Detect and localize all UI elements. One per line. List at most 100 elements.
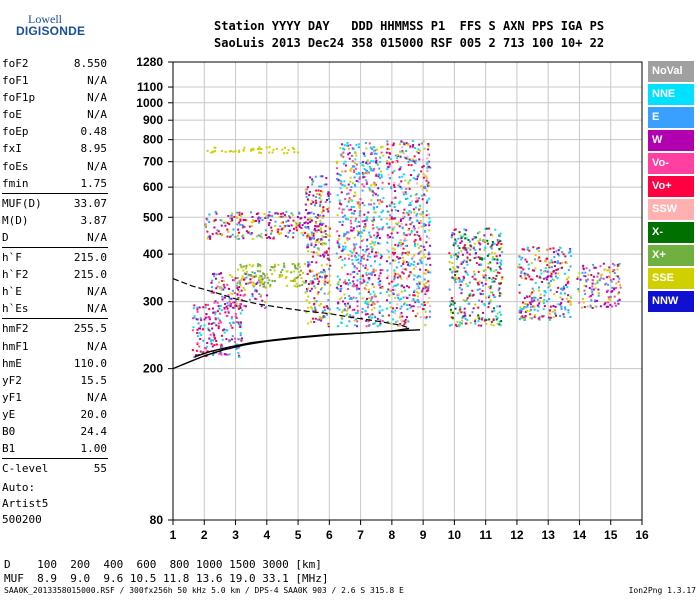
echo-point <box>307 287 310 290</box>
echo-point <box>582 264 585 267</box>
echo-point <box>357 172 360 175</box>
echo-point <box>415 287 418 290</box>
param-separator <box>2 192 108 194</box>
echo-point <box>226 329 229 332</box>
echo-point <box>400 180 403 183</box>
echo-point <box>281 274 284 277</box>
echo-point <box>407 232 410 235</box>
echo-point <box>313 278 316 281</box>
y-tick-label: 900 <box>143 113 163 127</box>
echo-point <box>327 292 330 295</box>
param-row: foF1 N/A <box>2 72 108 89</box>
echo-point <box>478 299 481 302</box>
echo-point <box>284 277 287 280</box>
echo-point <box>336 240 339 243</box>
echo-point <box>317 189 320 192</box>
echo-point <box>416 276 419 279</box>
echo-point <box>312 309 315 312</box>
echo-point <box>521 315 524 318</box>
echo-point <box>238 355 241 358</box>
echo-point <box>253 284 256 287</box>
echo-point <box>346 231 349 234</box>
echo-point <box>533 269 536 272</box>
echo-point <box>368 278 371 281</box>
echo-point <box>548 298 551 301</box>
echo-point <box>348 320 351 323</box>
echo-point <box>559 262 562 265</box>
echo-point <box>196 342 199 345</box>
echo-point <box>425 214 428 217</box>
echo-point <box>318 304 321 307</box>
echo-point <box>322 268 325 271</box>
echo-point <box>467 247 470 250</box>
echo-point <box>346 237 349 240</box>
echo-point <box>350 154 353 157</box>
echo-point <box>219 305 222 308</box>
echo-point <box>386 162 389 165</box>
echo-point <box>219 319 222 322</box>
echo-point <box>352 147 355 150</box>
echo-point <box>412 294 415 297</box>
echo-point <box>567 251 570 254</box>
echo-point <box>409 145 412 148</box>
echo-point <box>523 297 526 300</box>
echo-point <box>350 205 353 208</box>
echo-point <box>451 299 454 302</box>
echo-point <box>317 225 320 228</box>
echo-point <box>619 286 622 289</box>
echo-point <box>250 225 253 228</box>
echo-point <box>583 306 586 309</box>
echo-point <box>382 226 385 229</box>
echo-point <box>375 255 378 258</box>
echo-point <box>365 217 368 220</box>
echo-point <box>364 313 367 316</box>
echo-point <box>615 274 618 277</box>
echo-point <box>422 215 425 218</box>
echo-point <box>405 223 408 226</box>
echo-point <box>211 353 214 356</box>
echo-point <box>498 248 501 251</box>
echo-point <box>412 273 415 276</box>
echo-point <box>254 275 257 278</box>
echo-point <box>373 181 376 184</box>
echo-point <box>402 193 405 196</box>
echo-point <box>280 212 283 215</box>
echo-point <box>463 259 466 262</box>
echo-point <box>379 322 382 325</box>
echo-point <box>208 220 211 223</box>
echo-point <box>346 282 349 285</box>
echo-point <box>406 253 409 256</box>
echo-point <box>398 298 401 301</box>
echo-point <box>402 152 405 155</box>
echo-point <box>343 309 346 312</box>
echo-point <box>420 222 423 225</box>
echo-point <box>262 272 265 275</box>
param-value: 8.550 <box>73 57 107 70</box>
echo-point <box>549 309 552 312</box>
echo-point <box>532 289 535 292</box>
echo-point <box>322 255 325 258</box>
echo-point <box>366 255 369 258</box>
echo-point <box>328 227 331 230</box>
echo-point <box>500 259 503 262</box>
echo-point <box>322 235 325 238</box>
echo-point <box>459 234 462 237</box>
echo-point <box>484 277 487 280</box>
echo-point <box>254 289 257 292</box>
echo-point <box>541 280 544 283</box>
echo-point <box>195 354 198 357</box>
echo-point <box>465 283 468 286</box>
echo-point <box>307 265 310 268</box>
echo-point <box>266 216 269 219</box>
echo-point <box>355 318 358 321</box>
echo-point <box>352 205 355 208</box>
echo-point <box>366 172 369 175</box>
echo-point <box>345 309 348 312</box>
echo-point <box>400 222 403 225</box>
echo-point <box>381 228 384 231</box>
echo-point <box>342 147 345 150</box>
echo-point <box>427 253 430 256</box>
echo-point <box>341 258 344 261</box>
echo-point <box>518 284 521 287</box>
echo-point <box>353 183 356 186</box>
